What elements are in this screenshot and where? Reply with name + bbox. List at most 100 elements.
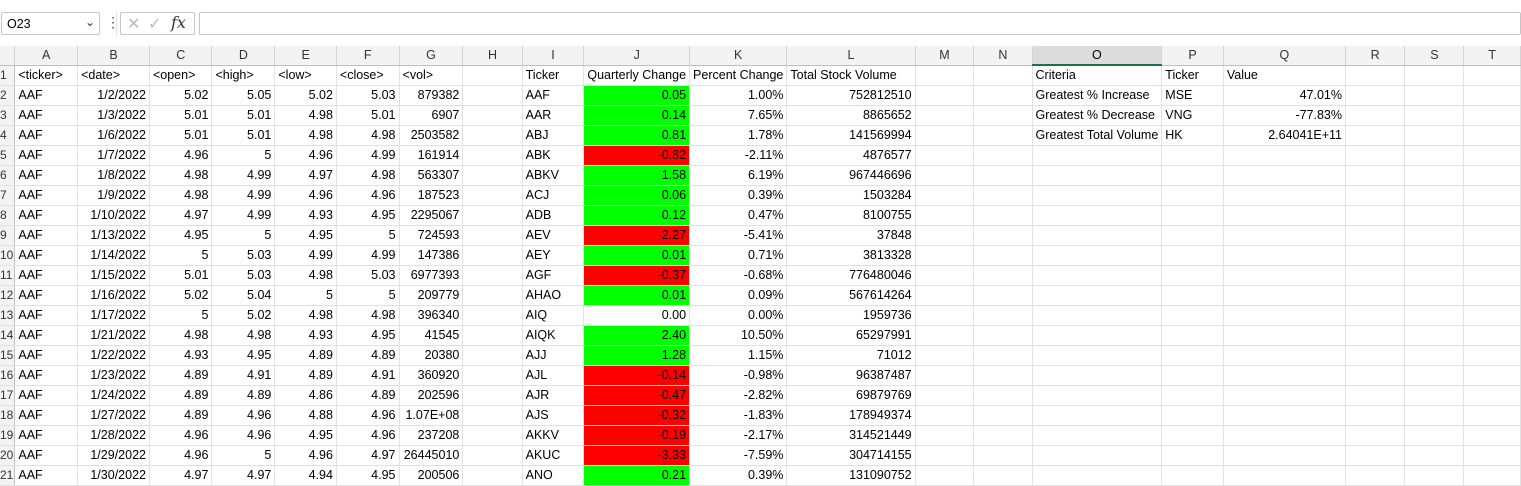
cell-j9[interactable]: -2.27 <box>583 225 691 246</box>
cell-b4[interactable]: 1/6/2022 <box>77 125 150 146</box>
cell-n11[interactable] <box>973 265 1033 286</box>
cell-l5[interactable]: 4876577 <box>786 145 916 166</box>
cell-h9[interactable] <box>462 225 523 246</box>
cell-f8[interactable]: 4.95 <box>336 205 400 226</box>
cell-j21[interactable]: 0.21 <box>583 465 691 486</box>
cell-a20[interactable]: AAF <box>14 445 79 466</box>
cell-n2[interactable] <box>973 85 1033 106</box>
cell-e17[interactable]: 4.86 <box>274 385 337 406</box>
cell-q16[interactable] <box>1223 365 1347 386</box>
cell-r9[interactable] <box>1345 225 1406 246</box>
cell-h17[interactable] <box>462 385 523 406</box>
cell-d15[interactable]: 4.95 <box>211 345 276 366</box>
cell-h15[interactable] <box>462 345 523 366</box>
cell-o6[interactable] <box>1032 165 1163 186</box>
cell-i18[interactable]: AJS <box>522 405 585 426</box>
cell-k20[interactable]: -7.59% <box>689 445 788 466</box>
cell-l15[interactable]: 71012 <box>786 345 916 366</box>
cell-k1[interactable]: Percent Change <box>689 65 788 86</box>
cell-e15[interactable]: 4.89 <box>274 345 337 366</box>
cell-o2[interactable]: Greatest % Increase <box>1032 85 1163 106</box>
cell-b18[interactable]: 1/27/2022 <box>77 405 150 426</box>
column-header-g[interactable]: G <box>399 46 464 66</box>
cell-q15[interactable] <box>1223 345 1347 366</box>
cell-a13[interactable]: AAF <box>14 305 79 326</box>
cell-k19[interactable]: -2.17% <box>689 425 788 446</box>
cell-t13[interactable] <box>1463 305 1521 326</box>
cell-d12[interactable]: 5.04 <box>211 285 276 306</box>
cell-s2[interactable] <box>1404 85 1465 106</box>
cell-a17[interactable]: AAF <box>14 385 79 406</box>
cell-g15[interactable]: 20380 <box>399 345 464 366</box>
cell-n10[interactable] <box>973 245 1033 266</box>
cell-c10[interactable]: 5 <box>149 245 213 266</box>
cell-r18[interactable] <box>1345 405 1406 426</box>
cell-j20[interactable]: -3.33 <box>583 445 691 466</box>
cell-a3[interactable]: AAF <box>14 105 79 126</box>
cell-s14[interactable] <box>1404 325 1465 346</box>
cell-s3[interactable] <box>1404 105 1465 126</box>
cell-j16[interactable]: -0.14 <box>583 365 691 386</box>
cell-r21[interactable] <box>1345 465 1406 486</box>
select-all-corner[interactable] <box>0 46 16 66</box>
cell-b13[interactable]: 1/17/2022 <box>77 305 150 326</box>
cell-j13[interactable]: 0.00 <box>583 305 691 326</box>
cell-k2[interactable]: 1.00% <box>689 85 788 106</box>
cell-d19[interactable]: 4.96 <box>211 425 276 446</box>
cell-r1[interactable] <box>1345 65 1406 86</box>
cell-r12[interactable] <box>1345 285 1406 306</box>
row-header[interactable]: 18 <box>0 405 16 426</box>
cell-p13[interactable] <box>1161 305 1224 326</box>
cell-p15[interactable] <box>1161 345 1224 366</box>
cell-n15[interactable] <box>973 345 1033 366</box>
cell-i7[interactable]: ACJ <box>522 185 585 206</box>
cell-j4[interactable]: 0.81 <box>583 125 691 146</box>
column-header-q[interactable]: Q <box>1223 46 1347 66</box>
cell-r6[interactable] <box>1345 165 1406 186</box>
cancel-icon[interactable]: ✕ <box>127 16 141 33</box>
cell-h1[interactable] <box>462 65 523 86</box>
row-header[interactable]: 19 <box>0 425 16 446</box>
cell-g19[interactable]: 237208 <box>399 425 464 446</box>
cell-k11[interactable]: -0.68% <box>689 265 788 286</box>
cell-b8[interactable]: 1/10/2022 <box>77 205 150 226</box>
cell-t2[interactable] <box>1463 85 1521 106</box>
cell-r20[interactable] <box>1345 445 1406 466</box>
cell-q14[interactable] <box>1223 325 1347 346</box>
row-header[interactable]: 11 <box>0 265 16 286</box>
row-header[interactable]: 9 <box>0 225 16 246</box>
cell-d2[interactable]: 5.05 <box>211 85 276 106</box>
cell-c4[interactable]: 5.01 <box>149 125 213 146</box>
cell-m20[interactable] <box>915 445 975 466</box>
cell-e5[interactable]: 4.96 <box>274 145 337 166</box>
cell-h20[interactable] <box>462 445 523 466</box>
cell-q9[interactable] <box>1223 225 1347 246</box>
cell-h3[interactable] <box>462 105 523 126</box>
cell-b10[interactable]: 1/14/2022 <box>77 245 150 266</box>
cell-a2[interactable]: AAF <box>14 85 79 106</box>
cell-k12[interactable]: 0.09% <box>689 285 788 306</box>
cell-e4[interactable]: 4.98 <box>274 125 337 146</box>
cell-l12[interactable]: 567614264 <box>786 285 916 306</box>
cell-n1[interactable] <box>973 65 1033 86</box>
column-header-o[interactable]: O <box>1032 46 1163 66</box>
cell-m14[interactable] <box>915 325 975 346</box>
column-header-k[interactable]: K <box>689 46 788 66</box>
cell-e10[interactable]: 4.99 <box>274 245 337 266</box>
cell-p10[interactable] <box>1161 245 1224 266</box>
cell-f5[interactable]: 4.99 <box>336 145 400 166</box>
cell-o12[interactable] <box>1032 285 1163 306</box>
cell-q4[interactable]: 2.64041E+11 <box>1223 125 1347 146</box>
column-header-r[interactable]: R <box>1345 46 1406 66</box>
cell-q1[interactable]: Value <box>1223 65 1347 86</box>
cell-i4[interactable]: ABJ <box>522 125 585 146</box>
cell-j10[interactable]: 0.01 <box>583 245 691 266</box>
cell-a14[interactable]: AAF <box>14 325 79 346</box>
more-options-icon[interactable]: ⋮ <box>106 14 120 30</box>
cell-m13[interactable] <box>915 305 975 326</box>
cell-d20[interactable]: 5 <box>211 445 276 466</box>
cell-d3[interactable]: 5.01 <box>211 105 276 126</box>
cell-c5[interactable]: 4.96 <box>149 145 213 166</box>
row-header[interactable]: 16 <box>0 365 16 386</box>
row-header[interactable]: 21 <box>0 465 16 486</box>
